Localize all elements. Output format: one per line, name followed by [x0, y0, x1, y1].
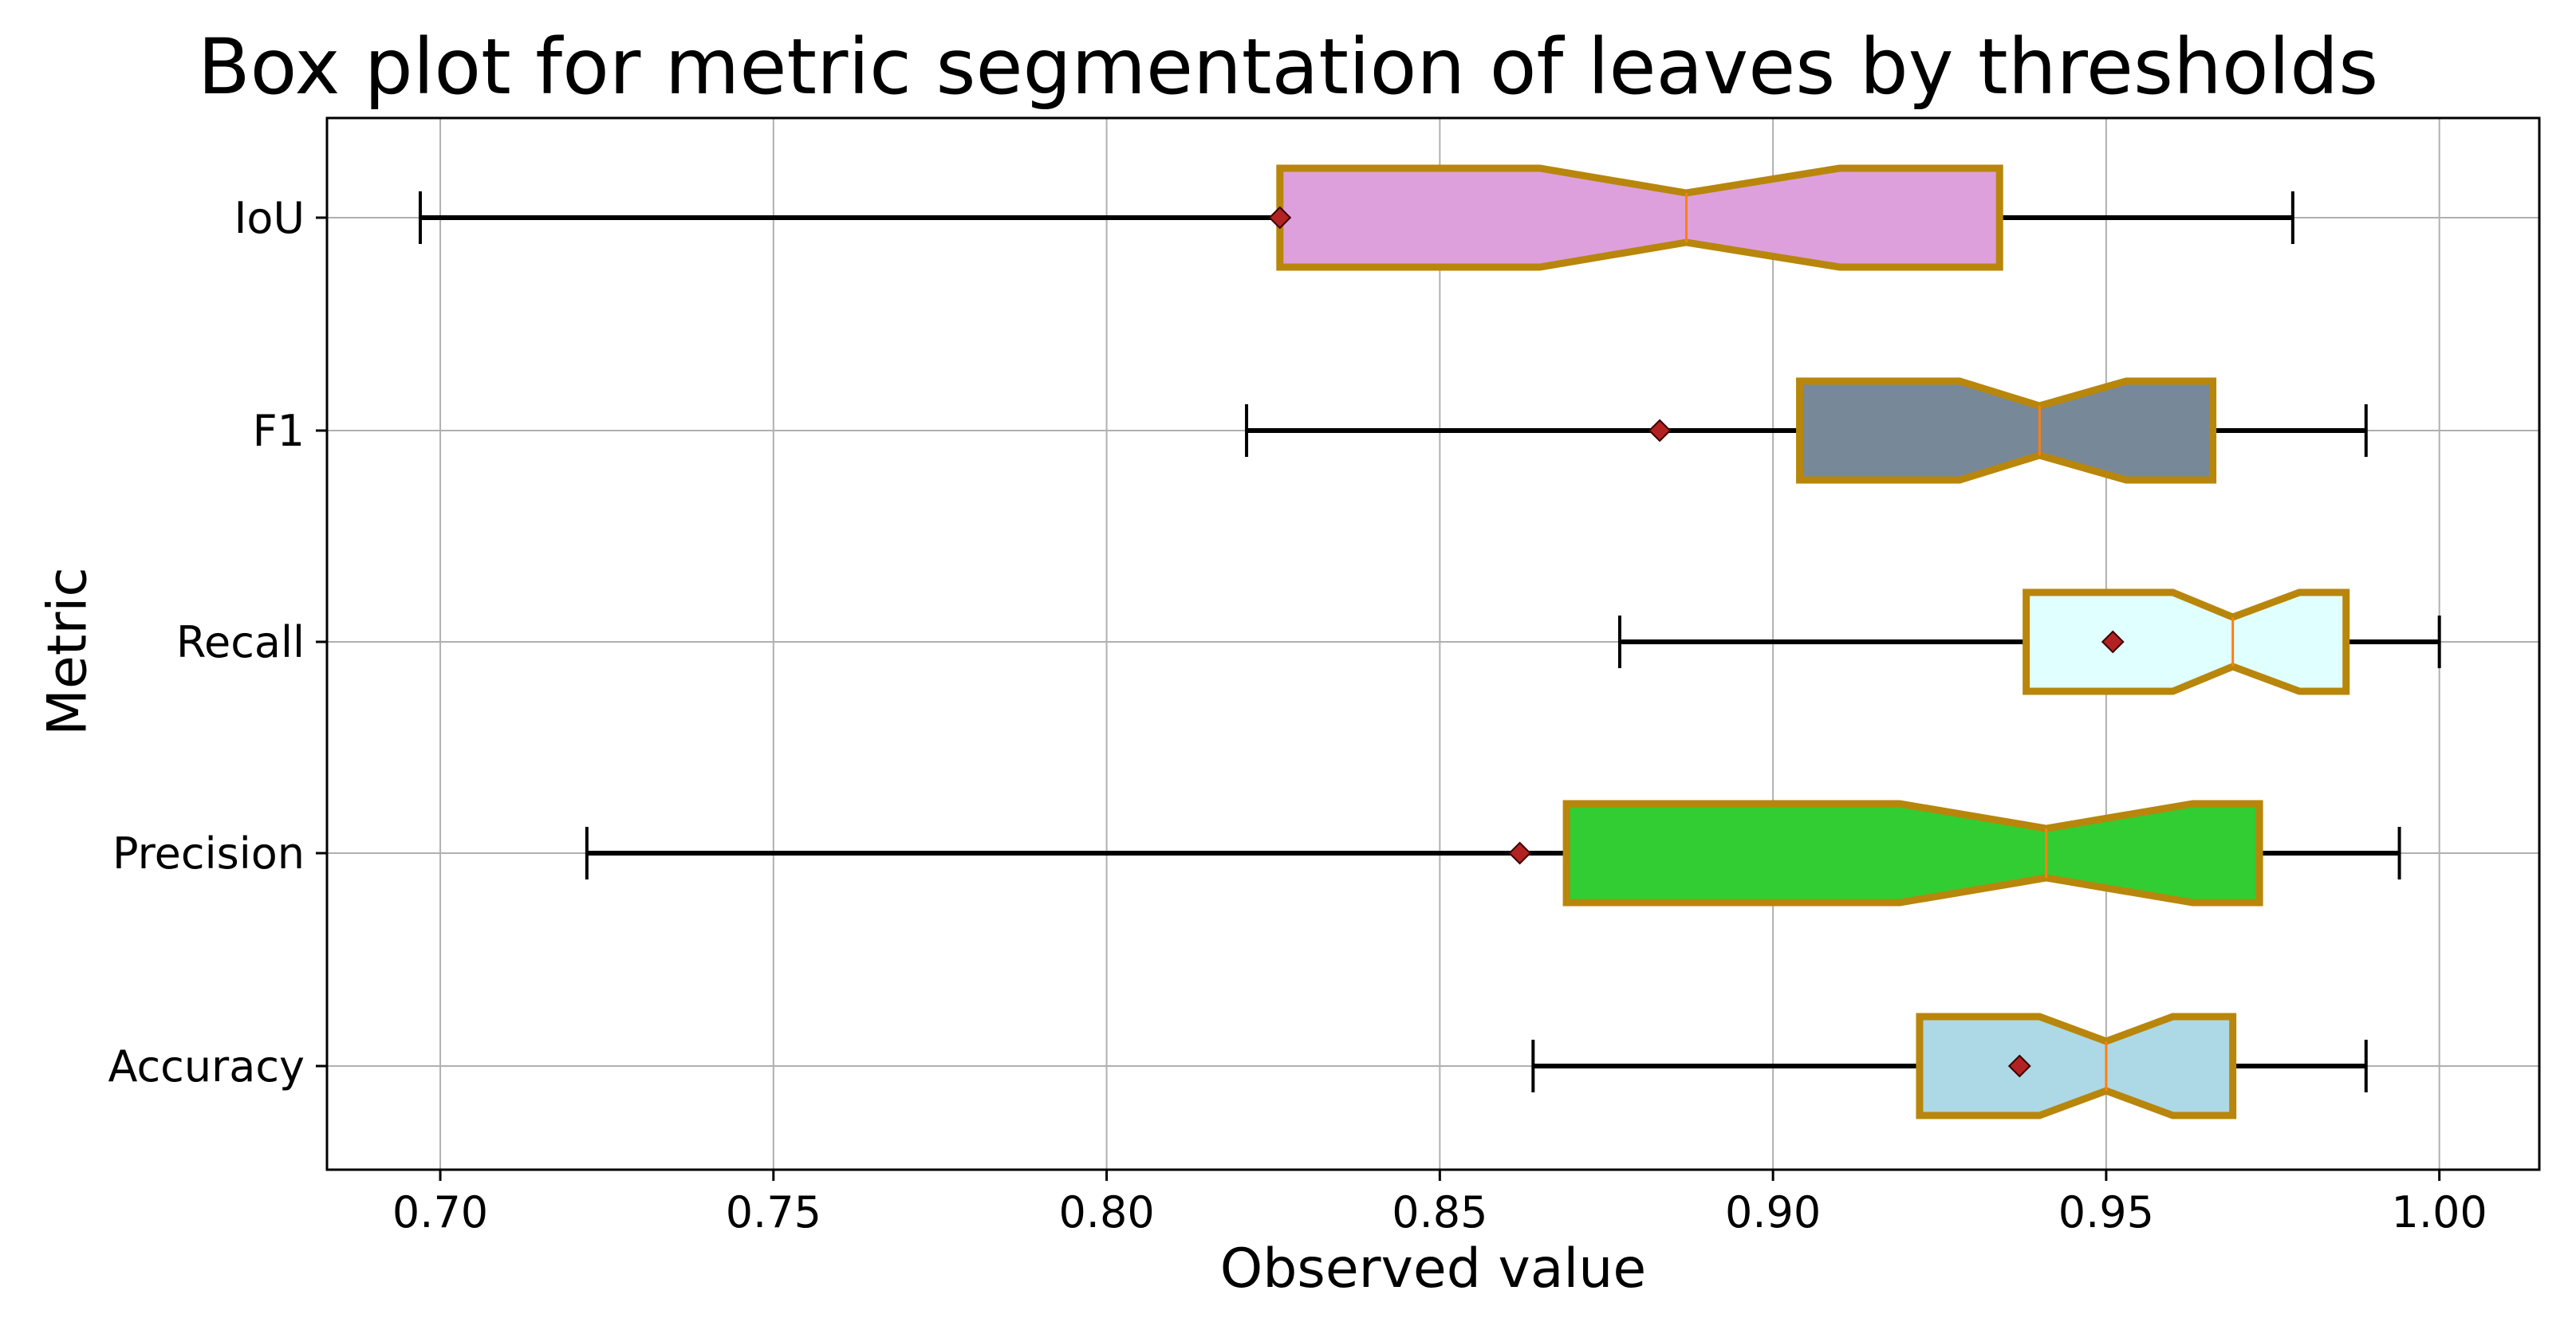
x-axis-label: Observed value — [1219, 1237, 1647, 1300]
mean-marker — [1268, 206, 1292, 230]
x-tick-label: 0.75 — [726, 1187, 821, 1237]
x-tick-label: 0.90 — [1725, 1187, 1821, 1237]
x-tick-label: 0.85 — [1392, 1187, 1487, 1237]
chart-title: Box plot for metric segmentation of leav… — [197, 22, 2379, 112]
y-tick-label: Precision — [112, 828, 305, 879]
mean-marker — [2101, 630, 2125, 654]
plot-frame — [325, 116, 2541, 1171]
y-axis-label: Metric — [36, 567, 100, 736]
box-precision — [585, 800, 2401, 907]
notched-box — [2023, 588, 2350, 695]
y-tick-label: Recall — [176, 617, 305, 667]
x-tick-label: 1.00 — [2392, 1187, 2487, 1237]
y-tick-label: F1 — [253, 406, 305, 456]
notched-box — [1796, 377, 2217, 484]
x-tick-label: 0.80 — [1058, 1187, 1154, 1237]
y-tick-label: Accuracy — [108, 1041, 305, 1092]
y-tick-label: IoU — [234, 193, 305, 243]
notched-box — [1562, 800, 2263, 907]
box-recall — [1617, 588, 2441, 695]
mean-marker — [1508, 841, 1532, 865]
mean-marker — [2007, 1054, 2031, 1078]
box-accuracy — [1531, 1013, 2368, 1119]
box-plot-boxes — [418, 164, 2441, 1119]
axes: 0.70 0.75 0.80 0.85 0.90 0.95 1.00 IoU F1 Recall P… — [108, 193, 2487, 1237]
notched-box — [1276, 164, 2003, 271]
box-iou — [418, 164, 2294, 271]
x-tick-label: 0.95 — [2058, 1187, 2154, 1237]
notched-box — [1916, 1013, 2237, 1119]
mean-marker — [1648, 419, 1672, 443]
box-f1 — [1245, 377, 2368, 484]
x-tick-label: 0.70 — [392, 1187, 488, 1237]
